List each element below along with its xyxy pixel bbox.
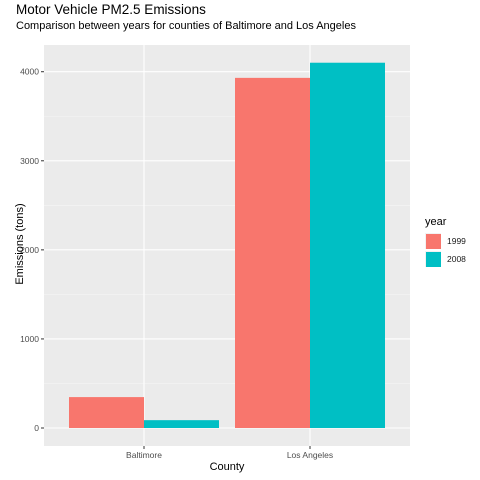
bar-baltimore-1999	[69, 397, 144, 428]
legend-label-2008: 2008	[447, 254, 466, 264]
y-tick-label: 4000	[20, 67, 39, 77]
y-axis-label: Emissions (tons)	[14, 203, 26, 285]
x-axis-label: County	[209, 461, 245, 473]
bar-baltimore-2008	[144, 420, 219, 428]
y-tick-label: 0	[34, 423, 39, 433]
legend-title: year	[425, 216, 447, 228]
y-tick-label: 2000	[20, 245, 39, 255]
chart-subtitle: Comparison between years for counties of…	[16, 20, 356, 32]
y-tick-label: 3000	[20, 156, 39, 166]
legend-key	[425, 251, 441, 267]
x-tick-label: Baltimore	[126, 450, 162, 460]
legend-label-1999: 1999	[447, 236, 466, 246]
bar-los-angeles-1999	[235, 77, 310, 428]
legend-item-2008: 2008	[425, 250, 466, 268]
legend-swatch-1999	[425, 233, 441, 249]
legend-key	[425, 233, 441, 249]
y-tick-label: 1000	[20, 334, 39, 344]
x-tick-label: Los Angeles	[287, 450, 333, 460]
legend: year 1999 2008	[425, 216, 466, 268]
chart-title: Motor Vehicle PM2.5 Emissions	[16, 2, 206, 17]
legend-swatch-2008	[425, 251, 441, 267]
bar-los-angeles-2008	[310, 62, 385, 428]
legend-item-1999: 1999	[425, 232, 466, 250]
